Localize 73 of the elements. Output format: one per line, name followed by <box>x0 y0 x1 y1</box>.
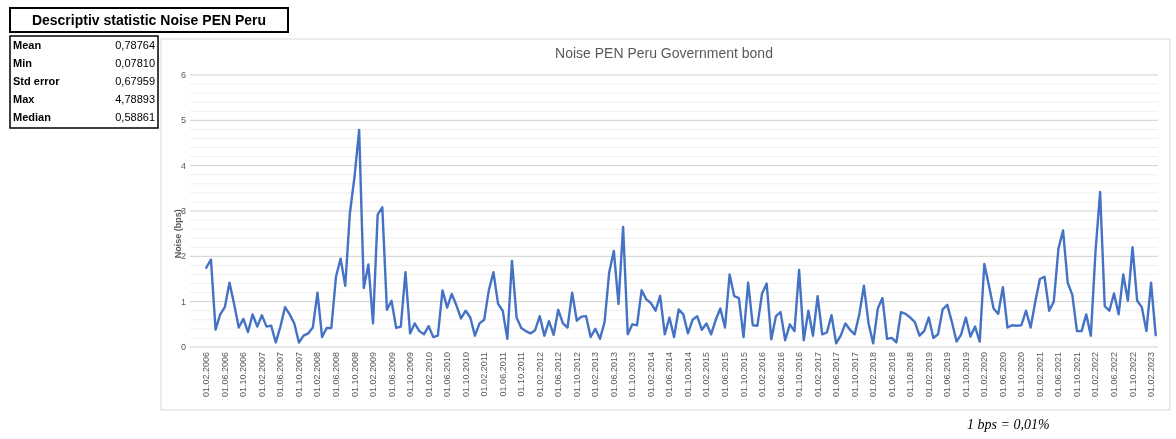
x-tick-label: 01.10.2009 <box>405 352 416 398</box>
line-series <box>205 128 1157 345</box>
x-tick-label: 01.02.2015 <box>701 352 712 398</box>
text: Mean <box>13 39 42 51</box>
x-tick-label: 01.10.2010 <box>460 352 471 398</box>
x-tick-label: 01.10.2008 <box>349 352 360 398</box>
x-tick-label: 01.10.2013 <box>627 352 638 398</box>
x-tick-label: 01.06.2008 <box>330 352 341 398</box>
text: 0,78764 <box>115 39 155 51</box>
x-tick-label: 01.10.2018 <box>905 352 916 398</box>
x-tick-label: 01.06.2011 <box>497 352 508 397</box>
x-tick-label: 01.10.2014 <box>682 352 693 398</box>
text: 1 bps = 0,01% <box>967 417 1050 432</box>
x-tick-label: 01.06.2012 <box>553 352 564 398</box>
x-tick-label: 01.02.2012 <box>534 352 545 398</box>
x-tick-label: 01.10.2015 <box>738 352 749 398</box>
x-tick-label: 01.10.2019 <box>960 352 971 398</box>
x-tick-label: 01.06.2013 <box>608 352 619 398</box>
text: 0,07810 <box>115 57 155 69</box>
x-tick-label: 01.10.2016 <box>794 352 805 398</box>
x-tick-label: 01.06.2007 <box>275 352 286 398</box>
y-tick-label: 3 <box>180 206 186 216</box>
chart-title: Noise PEN Peru Government bond <box>555 45 773 61</box>
x-tick-label: 01.02.2021 <box>1034 352 1045 398</box>
x-tick-label: 01.02.2006 <box>201 352 212 398</box>
y-tick-label: 0 <box>180 342 186 352</box>
text: 0,67959 <box>115 75 155 87</box>
y-tick-label: 1 <box>180 296 186 307</box>
x-tick-label: 01.06.2021 <box>1053 352 1064 398</box>
x-tick-label: 01.06.2014 <box>664 352 675 398</box>
y-tick-label: 6 <box>180 70 186 80</box>
y-tick-label: 5 <box>180 115 186 126</box>
x-tick-label: 01.02.2014 <box>645 352 656 398</box>
text: 0,58861 <box>115 111 155 123</box>
x-tick-label: 01.10.2007 <box>293 352 304 398</box>
x-tick-label: 01.10.2006 <box>238 352 249 398</box>
x-tick-label: 01.02.2019 <box>923 352 934 398</box>
x-tick-label: 01.06.2009 <box>386 352 397 398</box>
x-tick-label: 01.02.2013 <box>590 352 601 398</box>
x-tick-label: 01.02.2016 <box>757 352 768 398</box>
x-tick-label: 01.02.2009 <box>368 352 379 398</box>
x-tick-label: 01.06.2010 <box>442 352 453 398</box>
x-tick-label: 01.02.2018 <box>868 352 879 398</box>
text: Descriptiv statistic Noise PEN Peru <box>31 12 267 28</box>
x-tick-label: 01.10.2020 <box>1016 352 1027 398</box>
x-tick-label: 01.10.2011 <box>516 352 527 397</box>
text: 4,78893 <box>115 93 155 105</box>
x-tick-label: 01.10.2021 <box>1071 352 1082 398</box>
x-tick-label: 01.06.2015 <box>720 352 730 398</box>
x-tick-label: 01.02.2010 <box>423 352 434 398</box>
text: Std error <box>13 75 61 87</box>
x-tick-label: 01.02.2008 <box>312 352 323 398</box>
x-tick-label: 01.06.2006 <box>219 352 230 398</box>
text: Median <box>13 111 52 123</box>
x-tick-label: 01.02.2023 <box>1146 352 1157 398</box>
x-tick-label: 01.02.2017 <box>812 352 823 398</box>
y-tick-label: 2 <box>180 251 186 262</box>
x-tick-label: 01.02.2020 <box>979 352 990 398</box>
x-tick-label: 01.10.2017 <box>849 352 860 398</box>
x-tick-label: 01.02.2007 <box>256 352 267 398</box>
x-tick-label: 01.06.2018 <box>886 352 897 398</box>
x-tick-label: 01.06.2022 <box>1109 352 1119 398</box>
x-tick-label: 01.06.2019 <box>942 352 953 398</box>
x-tick-label: 01.06.2017 <box>831 352 842 398</box>
x-tick-label: 01.10.2022 <box>1127 352 1138 398</box>
x-tick-label: 01.06.2016 <box>775 352 786 398</box>
x-tick-label: 01.10.2012 <box>571 352 582 398</box>
text: Max <box>13 93 36 105</box>
text: Min <box>13 57 33 69</box>
x-tick-label: 01.02.2011 <box>479 352 490 397</box>
x-tick-label: 01.02.2022 <box>1090 352 1101 398</box>
y-tick-label: 4 <box>180 160 186 171</box>
x-tick-label: 01.06.2020 <box>997 352 1008 398</box>
